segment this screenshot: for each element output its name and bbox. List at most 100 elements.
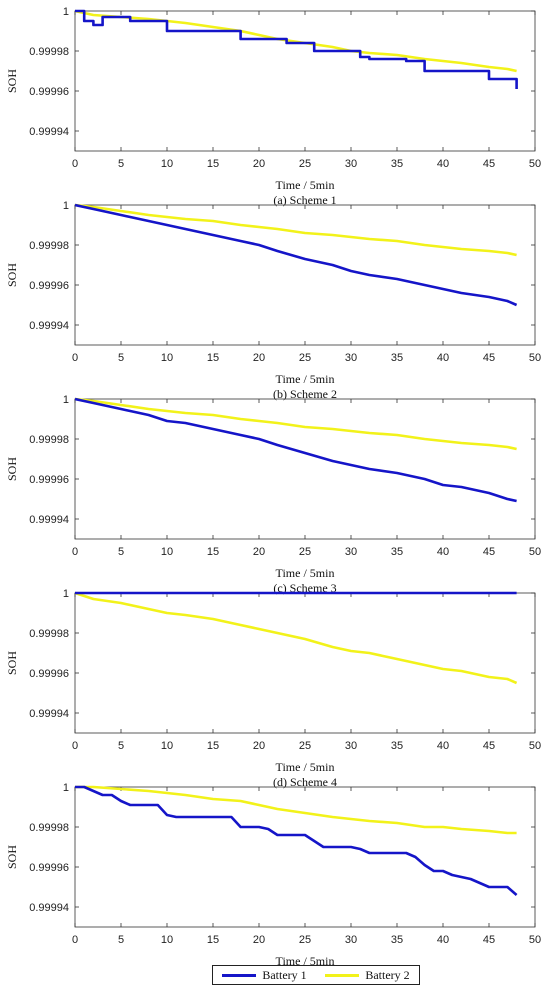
y-tick-label: 0.99994 (29, 320, 69, 332)
y-tick-label: 1 (63, 200, 69, 212)
x-tick-label: 5 (118, 158, 124, 170)
x-tick-label: 30 (345, 740, 357, 752)
x-tick-label: 5 (118, 546, 124, 558)
series-line-battery-2 (75, 591, 518, 685)
x-tick-label: 10 (161, 546, 173, 558)
y-axis-title: SOH (5, 69, 19, 93)
y-tick-label: 1 (63, 588, 69, 600)
panel-a: 0 5 10 15 20 25 30 35 40 45 50 1 0.99998 0.99996 0.999… (0, 0, 550, 207)
x-axis-title: Time / 5min (276, 178, 335, 192)
x-tick-label: 50 (529, 934, 541, 946)
legend: Battery 1 Battery 2 (212, 965, 420, 985)
x-tick-label: 10 (161, 158, 173, 170)
chart-c: 0 5 10 15 20 25 30 35 40 45 50 1 0.99998 0.99996 0.999… (5, 394, 541, 595)
x-tick-label: 10 (161, 352, 173, 364)
x-tick-label: 45 (483, 740, 495, 752)
x-tick-label: 25 (299, 546, 311, 558)
x-axis-title: Time / 5min (276, 954, 335, 968)
x-tick-label: 0 (72, 934, 78, 946)
legend-entry-battery-1: Battery 1 (222, 967, 307, 983)
x-tick-label: 40 (437, 546, 449, 558)
x-tick-label: 20 (253, 740, 265, 752)
y-axis-title: SOH (5, 651, 19, 675)
x-tick-label: 15 (207, 740, 219, 752)
y-tick-label: 0.99998 (29, 628, 69, 640)
y-tick-label: 0.99996 (29, 862, 69, 874)
y-tick-label: 0.99996 (29, 280, 69, 292)
plot-frame (74, 786, 536, 928)
x-axis-title: Time / 5min (276, 760, 335, 774)
legend-label-battery-2: Battery 2 (365, 967, 410, 982)
x-tick-label: 20 (253, 352, 265, 364)
x-tick-label: 50 (529, 158, 541, 170)
panel-d: 0 5 10 15 20 25 30 35 40 45 50 1 0.99998 0.99996 0.999… (0, 582, 550, 789)
y-tick-label: 0.99994 (29, 902, 69, 914)
x-tick-label: 50 (529, 740, 541, 752)
x-tick-label: 25 (299, 352, 311, 364)
x-tick-label: 15 (207, 352, 219, 364)
plot-frame (74, 204, 536, 346)
panel-b: 0 5 10 15 20 25 30 35 40 45 50 1 0.99998 0.99996 0.999… (0, 194, 550, 401)
x-tick-label: 45 (483, 352, 495, 364)
series-line-battery-2 (75, 203, 517, 257)
chart-e: 0 5 10 15 20 25 30 35 40 45 50 1 0.99998 0.99996 0.999… (5, 782, 541, 983)
x-tick-label: 10 (161, 934, 173, 946)
series-line-battery-1 (75, 785, 518, 896)
y-tick-label: 1 (63, 6, 69, 18)
x-tick-label: 20 (253, 546, 265, 558)
y-tick-label: 0.99994 (29, 514, 69, 526)
x-tick-label: 25 (299, 740, 311, 752)
x-tick-label: 25 (299, 934, 311, 946)
panel-c: 0 5 10 15 20 25 30 35 40 45 50 1 0.99998 0.99996 0.999… (0, 388, 550, 595)
x-tick-label: 50 (529, 546, 541, 558)
series-line-battery-1 (75, 9, 518, 89)
plot-frame (74, 592, 536, 734)
panel-caption: (a) Scheme 1 (273, 193, 336, 207)
legend-swatch-battery-1 (222, 973, 257, 977)
x-tick-label: 25 (299, 158, 311, 170)
panel-caption: (c) Scheme 3 (273, 581, 336, 595)
x-axis-title: Time / 5min (276, 566, 335, 580)
y-tick-label: 1 (63, 782, 69, 794)
y-tick-label: 0.99994 (29, 708, 69, 720)
legend-entry-battery-2: Battery 2 (325, 967, 410, 983)
series-line-battery-2 (75, 785, 517, 835)
y-axis-title: SOH (5, 845, 19, 869)
panel-caption: (b) Scheme 2 (273, 387, 337, 401)
y-tick-label: 0.99998 (29, 822, 69, 834)
y-tick-label: 0.99998 (29, 46, 69, 58)
x-tick-label: 5 (118, 740, 124, 752)
x-tick-label: 0 (72, 158, 78, 170)
x-tick-label: 40 (437, 352, 449, 364)
x-tick-label: 35 (391, 546, 403, 558)
y-tick-label: 0.99996 (29, 474, 69, 486)
legend-label-battery-1: Battery 1 (262, 967, 307, 982)
chart-a: 0 5 10 15 20 25 30 35 40 45 50 1 0.99998 0.99996 0.999… (5, 6, 541, 207)
x-tick-label: 0 (72, 352, 78, 364)
x-tick-label: 40 (437, 158, 449, 170)
x-axis-title: Time / 5min (276, 372, 335, 386)
x-tick-label: 45 (483, 546, 495, 558)
x-tick-label: 35 (391, 158, 403, 170)
x-tick-label: 15 (207, 158, 219, 170)
x-tick-label: 35 (391, 740, 403, 752)
legend-swatch-battery-2 (325, 973, 360, 977)
chart-d: 0 5 10 15 20 25 30 35 40 45 50 1 0.99998 0.99996 0.999… (5, 588, 541, 789)
x-tick-label: 15 (207, 546, 219, 558)
plot-frame (74, 398, 536, 540)
x-tick-label: 30 (345, 352, 357, 364)
y-tick-label: 0.99994 (29, 126, 69, 138)
x-tick-label: 40 (437, 740, 449, 752)
x-tick-label: 10 (161, 740, 173, 752)
y-tick-label: 0.99996 (29, 668, 69, 680)
x-tick-label: 5 (118, 352, 124, 364)
x-tick-label: 0 (72, 740, 78, 752)
y-tick-label: 0.99996 (29, 86, 69, 98)
x-tick-label: 0 (72, 546, 78, 558)
x-tick-label: 30 (345, 934, 357, 946)
y-tick-label: 0.99998 (29, 434, 69, 446)
chart-b: 0 5 10 15 20 25 30 35 40 45 50 1 0.99998 0.99996 0.999… (5, 200, 541, 401)
x-tick-label: 45 (483, 158, 495, 170)
x-tick-label: 45 (483, 934, 495, 946)
